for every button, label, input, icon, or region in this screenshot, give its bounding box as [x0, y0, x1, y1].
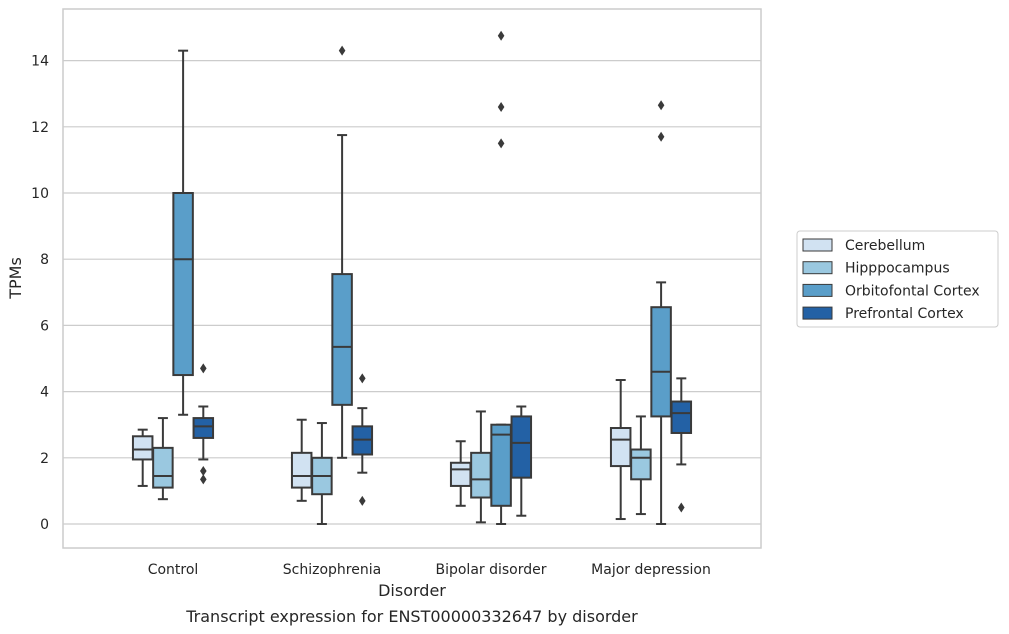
box [609, 379, 632, 521]
x-tick-label: Schizophrenia [283, 562, 381, 578]
boxplots [131, 30, 693, 525]
y-tick-label: 0 [40, 517, 49, 533]
legend-label: Prefrontal Cortex [845, 306, 964, 322]
y-tick-label: 4 [40, 385, 49, 401]
box [152, 417, 174, 501]
legend: Cerebellum Hipppocampus Orbitofontal Corte… [796, 230, 999, 328]
outlier-point [497, 101, 505, 112]
outlier-point [497, 30, 505, 41]
y-tick-labels: 0 2 4 6 8 10 12 14 [31, 54, 49, 533]
outlier-point [200, 474, 207, 485]
plot-frame [62, 8, 762, 549]
outlier-point [657, 100, 665, 111]
chart-caption: Transcript expression for ENST0000033264… [185, 607, 638, 626]
y-tick-label: 12 [31, 120, 49, 136]
y-tick-label: 6 [40, 318, 49, 334]
y-axis-label: TPMs [6, 257, 25, 300]
y-tick-label: 10 [31, 186, 49, 202]
box-body [172, 192, 194, 377]
y-tick-label: 14 [31, 54, 49, 70]
box-body [449, 461, 472, 487]
outlier-point [200, 363, 207, 374]
box [490, 30, 512, 525]
box-body [470, 451, 492, 499]
x-tick-label: Bipolar disorder [435, 562, 546, 578]
outlier-point [678, 502, 685, 513]
legend-label: Orbitofontal Cortex [845, 283, 980, 299]
legend-swatch [802, 283, 833, 297]
y-tick-label: 2 [40, 451, 49, 467]
box [630, 415, 652, 516]
box-body [131, 435, 154, 461]
x-axis-label: Disorder [378, 581, 446, 600]
outlier-point [497, 138, 505, 149]
box [331, 45, 353, 459]
outlier-point [359, 373, 366, 384]
box-body [192, 417, 215, 439]
box-body [609, 427, 632, 468]
box-body [490, 423, 512, 507]
box-body [331, 273, 353, 406]
legend-swatch [802, 261, 833, 275]
box [351, 373, 374, 506]
box-body [510, 415, 533, 479]
box-body [650, 306, 672, 418]
x-tick-label: Control [148, 562, 199, 578]
x-tick-labels: Control Schizophrenia Bipolar disorder Majo… [148, 562, 711, 578]
box [192, 363, 215, 485]
box [510, 405, 533, 517]
box [290, 418, 313, 502]
box-body [630, 448, 652, 481]
outlier-point [200, 466, 207, 477]
legend-label: Hipppocampus [845, 261, 950, 277]
legend-swatch [802, 238, 833, 252]
outlier-point [657, 131, 665, 142]
box [470, 410, 492, 524]
box [131, 428, 154, 487]
box [670, 377, 693, 513]
box-body [152, 446, 174, 489]
legend-label: Cerebellum [845, 238, 925, 254]
outlier-point [359, 495, 366, 506]
legend-swatch [802, 306, 833, 320]
box-body [670, 400, 693, 434]
box [449, 440, 472, 507]
box [650, 100, 672, 525]
legend-frame [796, 230, 999, 328]
y-tick-label: 8 [40, 252, 49, 268]
outlier-point [338, 45, 346, 56]
box [311, 422, 333, 525]
box-body [290, 451, 313, 489]
x-tick-label: Major depression [591, 562, 711, 578]
box [172, 49, 194, 416]
